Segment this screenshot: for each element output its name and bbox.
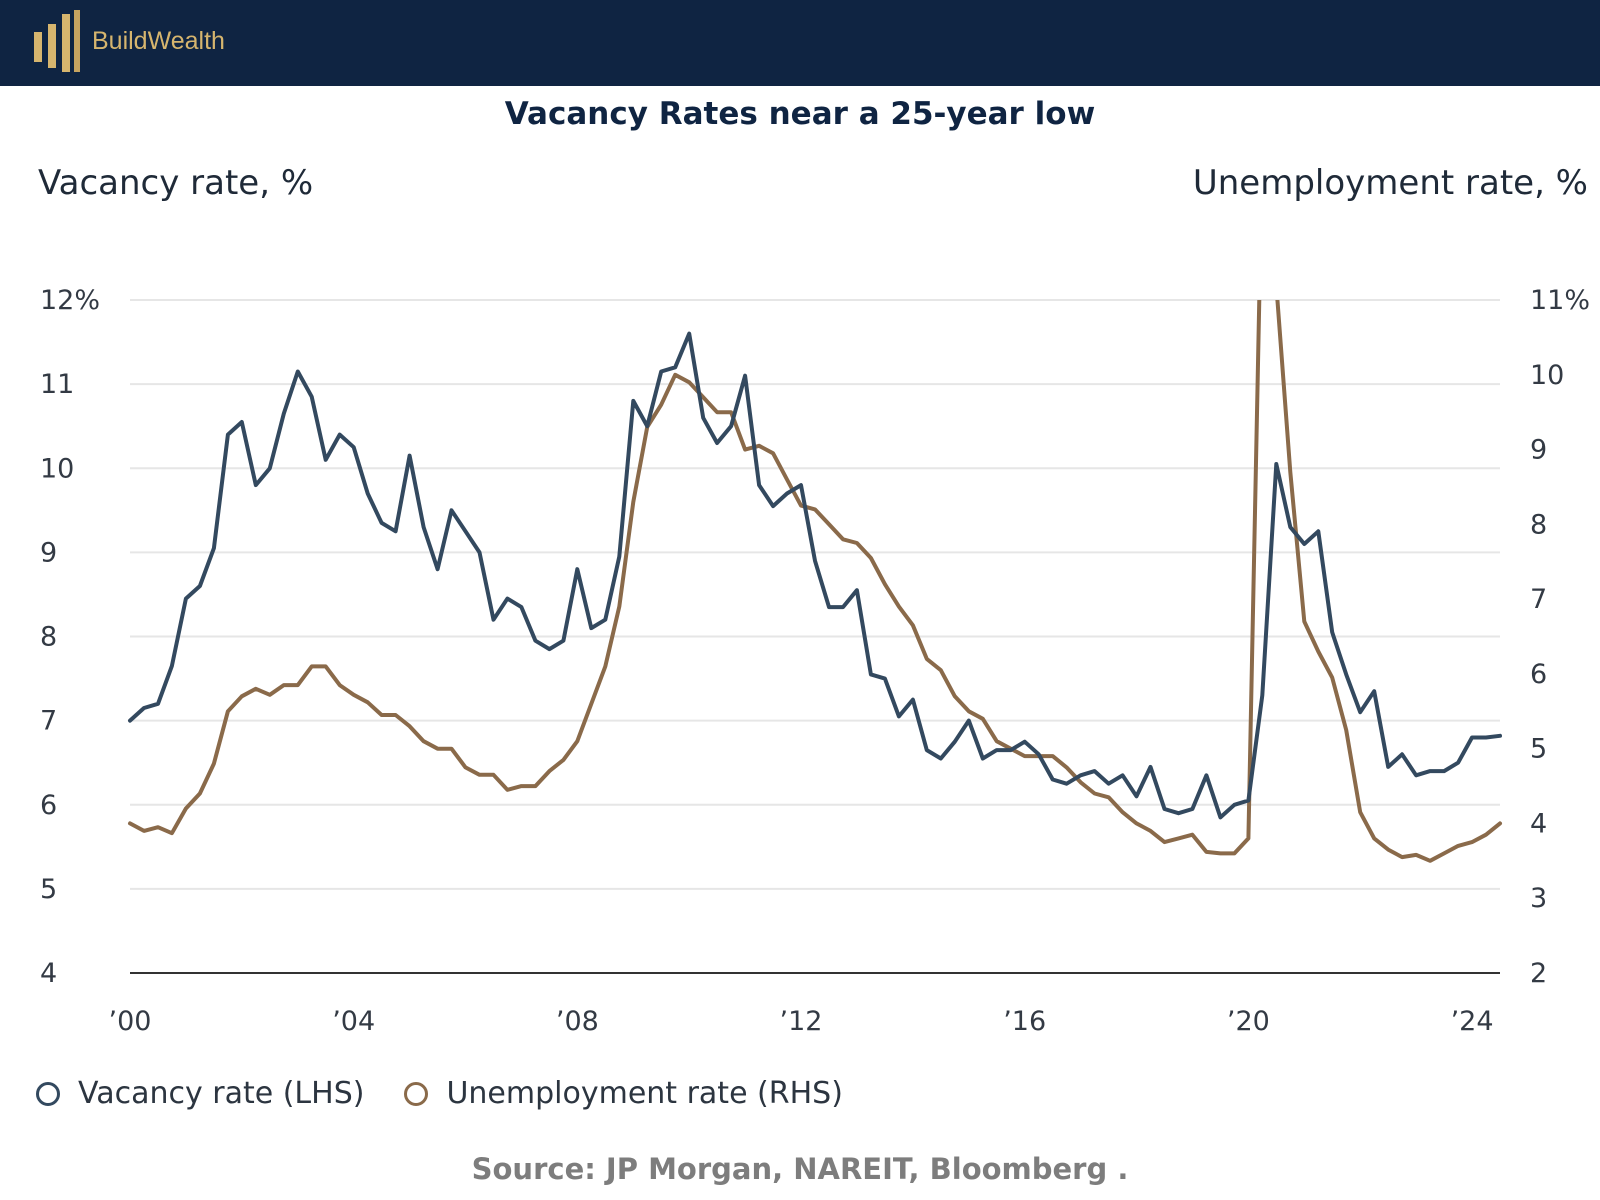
y-right-tick-label: 5 [1530,734,1547,765]
y-left-tick-label: 11 [40,369,74,400]
y-left-tick-label: 4 [40,958,57,989]
y-right-tick-label: 4 [1530,808,1547,839]
line-chart: 12% 11 10 9 8 7 6 5 4 11% 10 9 8 7 6 5 4 3 2 ’00 ’04 ’08 ’12 ’1… [40,285,1590,1037]
y-left-tick-label: 7 [40,706,57,737]
y-right-tick-label: 2 [1530,958,1547,989]
x-tick-label: ’00 [109,1006,152,1037]
legend: Vacancy rate (LHS) Unemployment rate (RH… [36,1076,883,1111]
y-right-tick-label: 11% [1530,285,1590,316]
buildwealth-logo-icon [34,10,80,72]
y-right-tick-label: 3 [1530,883,1547,914]
legend-circle-icon [36,1081,60,1106]
brand-name: BuildWealth [92,27,225,55]
legend-item-unemployment: Unemployment rate (RHS) [404,1076,843,1111]
y-left-tick-label: 5 [40,874,57,905]
header-bar: BuildWealth [0,0,1600,86]
y-right-tick-label: 6 [1530,659,1547,690]
y-right-tick-label: 8 [1530,509,1547,540]
legend-circle-icon [404,1081,429,1106]
y-left-tick-label: 6 [40,790,57,821]
legend-label: Vacancy rate (LHS) [78,1076,365,1111]
y-left-tick-label: 10 [40,453,74,484]
y-left-tick-label: 9 [40,537,57,568]
x-tick-label: ’08 [556,1006,599,1037]
y-left-tick-label: 12% [40,285,100,316]
y-right-tick-label: 7 [1530,584,1547,615]
y-right-tick-label: 10 [1530,360,1564,391]
y-right-tick-label: 9 [1530,435,1547,466]
x-tick-label: ’16 [1003,1006,1046,1037]
y-axis-left-title: Vacancy rate, % [38,163,314,203]
x-tick-label: ’20 [1227,1006,1270,1037]
y-left-tick-label: 8 [40,622,57,653]
chart-title: Vacancy Rates near a 25-year low [504,96,1096,132]
x-tick-label: ’24 [1451,1006,1494,1037]
legend-label: Unemployment rate (RHS) [446,1076,843,1111]
source-note: Source: JP Morgan, NAREIT, Bloomberg . [471,1152,1129,1186]
legend-item-vacancy: Vacancy rate (LHS) [36,1076,364,1111]
x-tick-label: ’04 [332,1006,375,1037]
series-line-vacancy [128,331,1502,820]
y-axis-right-title: Unemployment rate, % [1192,163,1588,203]
x-tick-label: ’12 [780,1006,823,1037]
series-line-unemployment [128,300,1502,863]
